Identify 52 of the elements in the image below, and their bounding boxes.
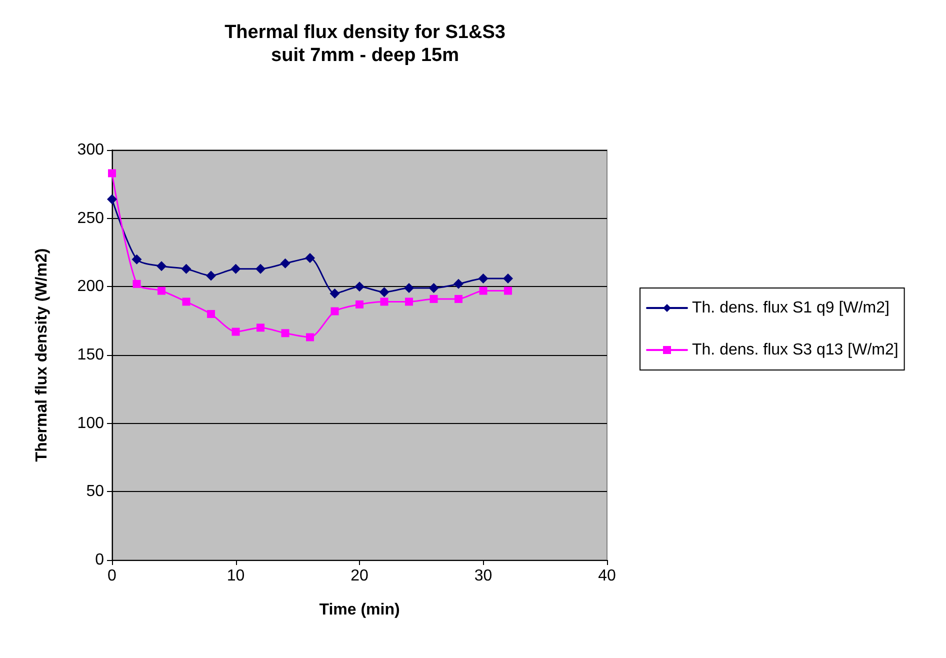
- point: [207, 310, 215, 318]
- point: [503, 273, 513, 284]
- point: [454, 278, 464, 289]
- point: [182, 298, 190, 306]
- point: [305, 252, 315, 263]
- point: [132, 254, 142, 264]
- point: [330, 288, 340, 298]
- point: [454, 294, 462, 303]
- y-tick-label: 250: [77, 210, 104, 227]
- point: [107, 194, 117, 204]
- point: [354, 282, 364, 292]
- x-tick-label: 0: [108, 568, 117, 584]
- point: [132, 280, 141, 288]
- point: [330, 307, 339, 316]
- chart-title: Thermal flux density for S1&S3: [224, 22, 506, 43]
- x-tick-label: 30: [474, 568, 492, 584]
- point: [230, 264, 241, 274]
- point: [256, 264, 266, 274]
- point: [428, 283, 439, 294]
- point: [156, 261, 166, 272]
- point: [356, 300, 364, 308]
- point: [479, 286, 488, 295]
- x-tick-label: 20: [350, 568, 368, 584]
- y-tick-label: 300: [77, 142, 104, 158]
- point: [379, 287, 390, 298]
- x-tick-label: 40: [598, 568, 616, 584]
- y-tick-label: 200: [77, 278, 104, 296]
- y-tick-label: 100: [77, 414, 104, 432]
- point: [256, 324, 264, 332]
- point: [181, 264, 192, 274]
- point: [380, 298, 388, 306]
- point: [232, 328, 240, 336]
- x-tick-label: 10: [226, 568, 245, 584]
- point: [405, 298, 413, 306]
- y-tick-label: 50: [86, 483, 104, 500]
- x-axis-title: Time (min): [319, 602, 400, 618]
- point: [478, 273, 488, 284]
- y-axis-title: Thermal flux density (W/m2): [34, 248, 50, 462]
- legend-label: Th. dens. flux S1 q9 [W/m2]: [692, 300, 890, 316]
- point: [158, 286, 166, 295]
- chart-subtitle: suit 7mm - deep 15m: [271, 45, 459, 66]
- point: [504, 286, 512, 295]
- y-tick-label: 150: [77, 346, 104, 364]
- y-tick-label: 0: [95, 552, 104, 568]
- point: [280, 258, 290, 268]
- point: [430, 294, 438, 303]
- point: [306, 333, 314, 342]
- point: [108, 169, 116, 178]
- point: [404, 283, 414, 294]
- legend-label: Th. dens. flux S3 q13 [W/m2]: [692, 342, 898, 358]
- point: [206, 270, 216, 281]
- point: [281, 329, 290, 338]
